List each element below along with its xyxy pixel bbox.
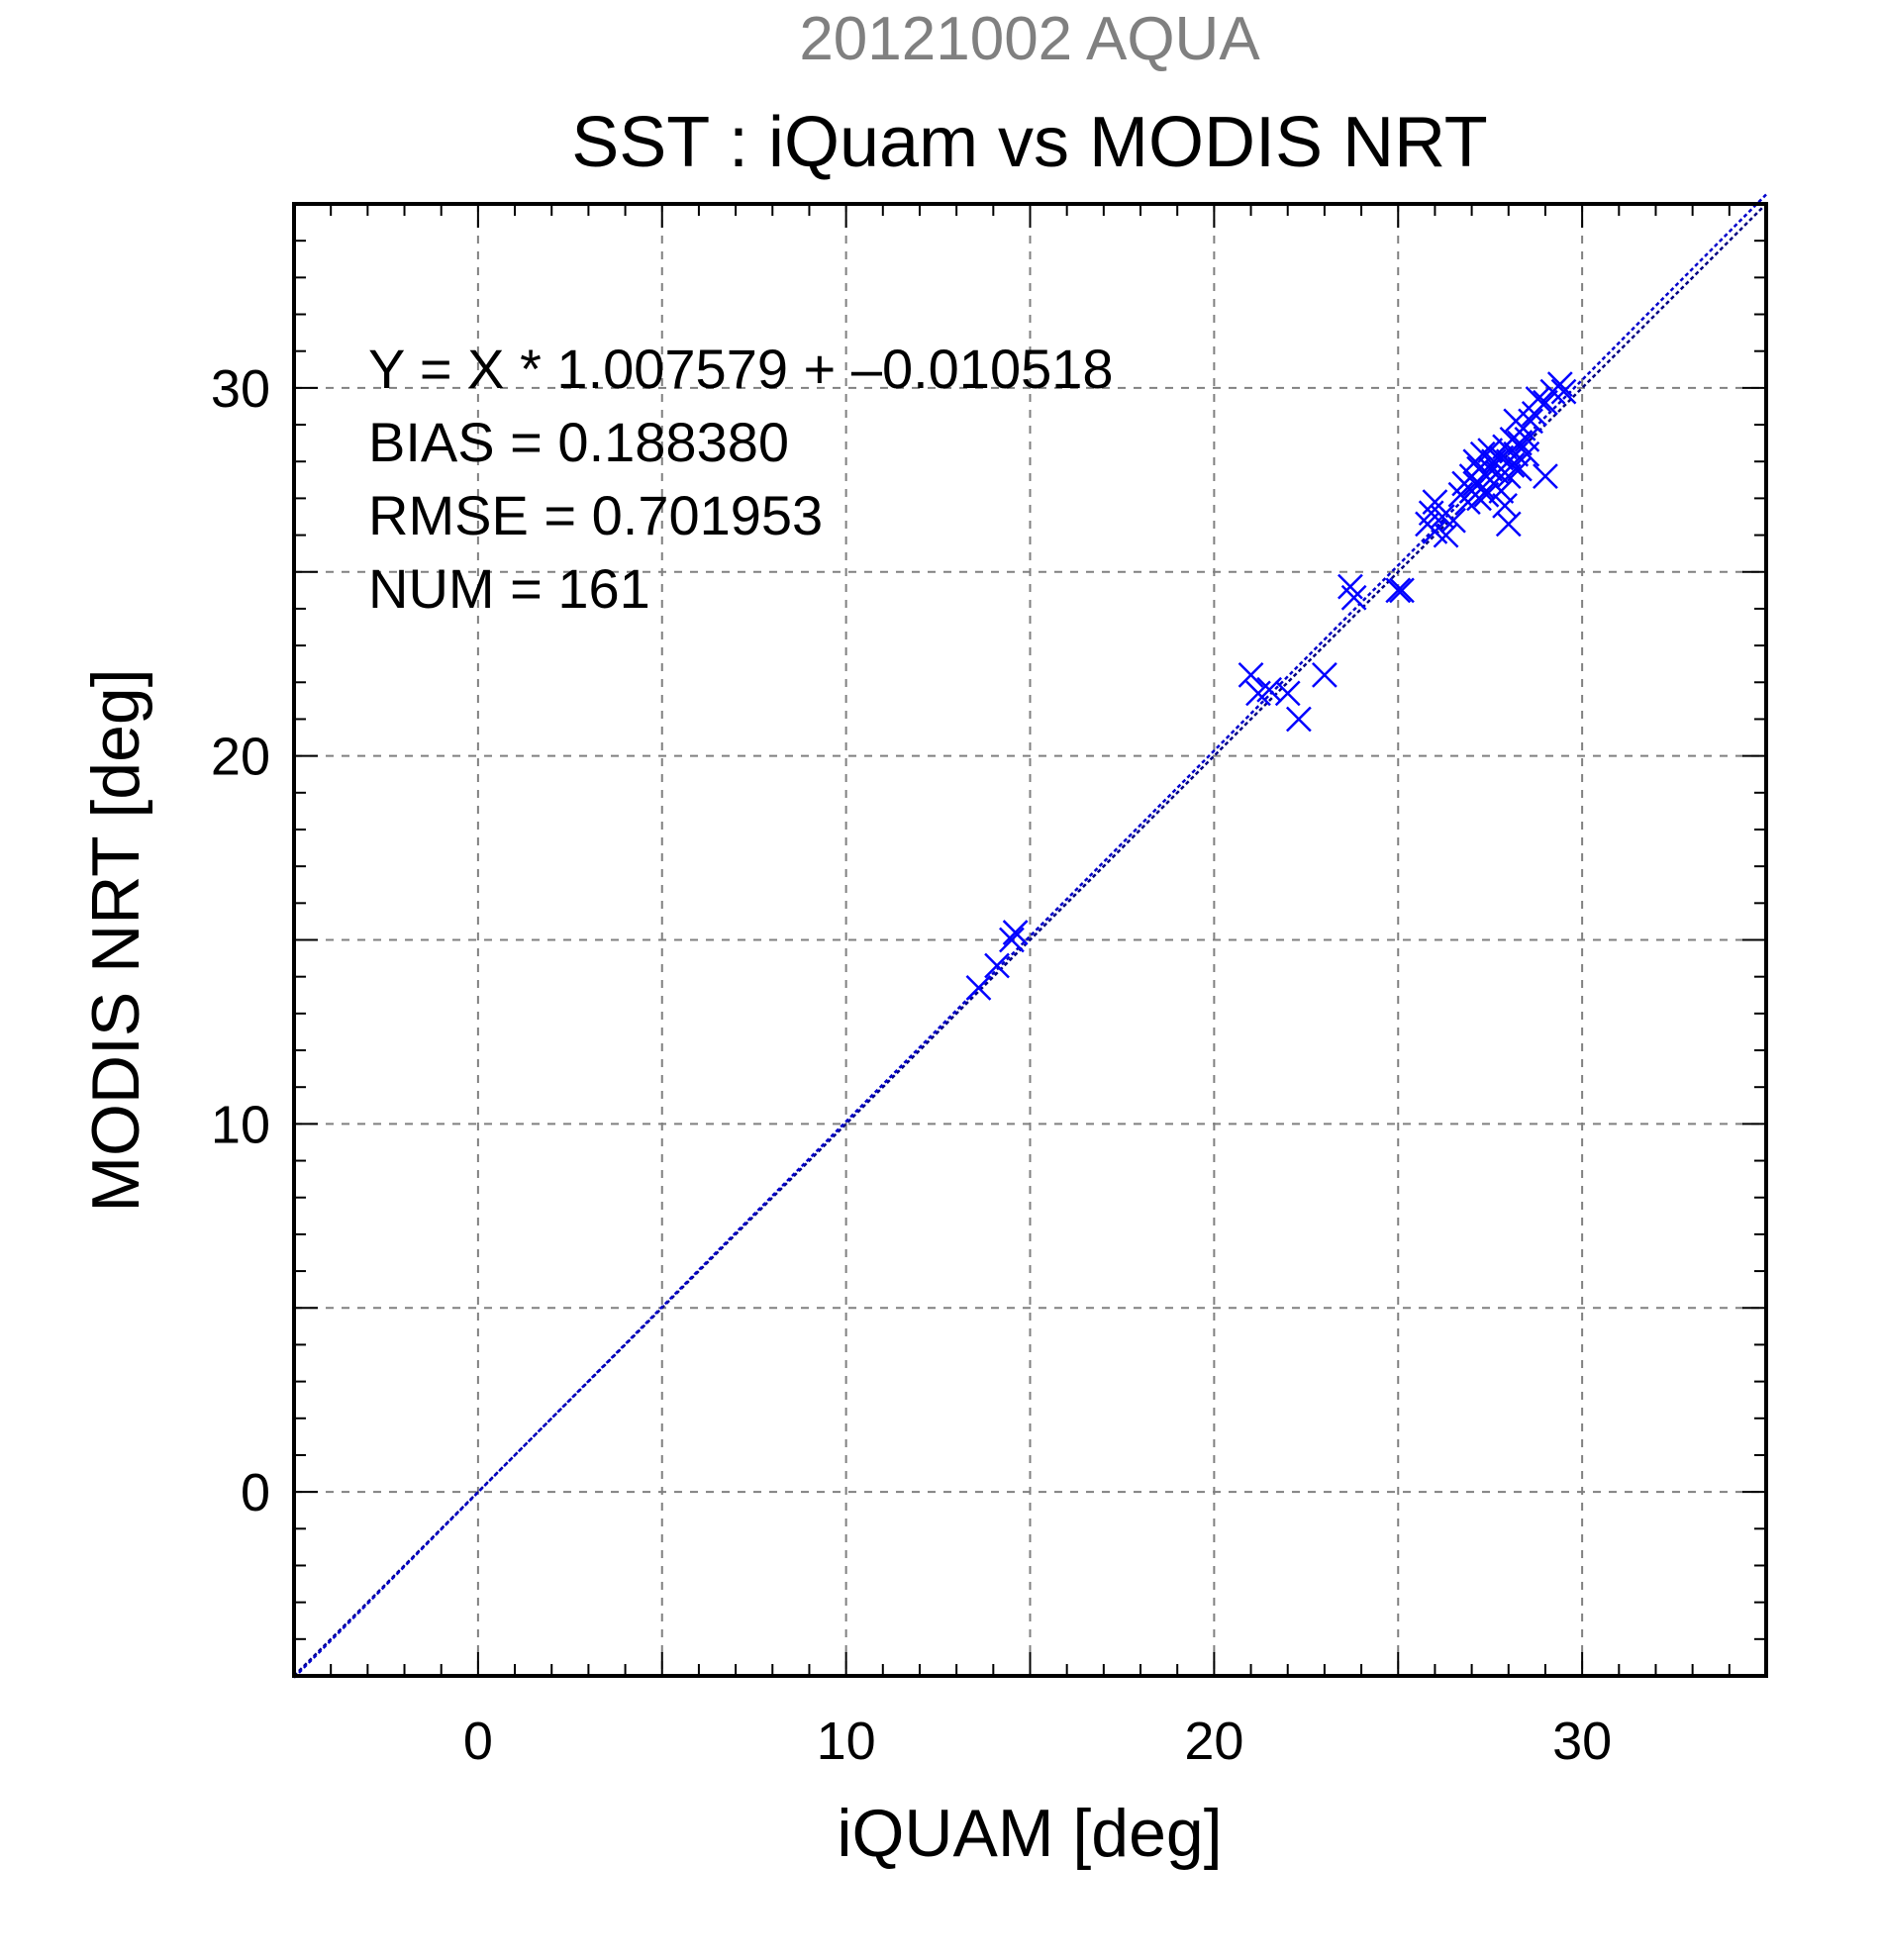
data-point [1440, 507, 1466, 534]
data-point [999, 927, 1025, 953]
data-point [1274, 680, 1301, 707]
data-point [1285, 706, 1312, 733]
x-tick-label: 30 [1552, 1712, 1612, 1771]
data-point [1525, 386, 1551, 412]
fit-equation: Y = X * 1.007579 + ‒0.010518 [368, 338, 1114, 400]
data-point [1533, 463, 1558, 489]
chart-title: 20121002 AQUA [799, 5, 1260, 73]
data-point [1518, 408, 1543, 435]
y-tick-labels: 0 10 20 30 [211, 359, 270, 1522]
stats-annotations: Y = X * 1.007579 + ‒0.010518 BIAS = 0.18… [368, 338, 1114, 620]
x-tick-label: 20 [1184, 1712, 1243, 1771]
grid-lines [294, 204, 1766, 1676]
plot-frame [292, 202, 1768, 1678]
y-tick-label: 10 [211, 1095, 270, 1154]
data-point [984, 952, 1010, 979]
data-point [1473, 481, 1500, 508]
data-point [1433, 522, 1459, 548]
x-axis-label: iQUAM [deg] [837, 1796, 1222, 1871]
data-point [1238, 661, 1264, 688]
rmse-value: RMSE = 0.701953 [368, 484, 823, 546]
x-tick-labels: 0 10 20 30 [463, 1712, 1612, 1771]
data-point [1340, 584, 1367, 611]
data-point [1385, 577, 1412, 604]
chart-subtitle: SST : iQuam vs MODIS NRT [571, 103, 1488, 182]
data-point [965, 974, 992, 1001]
data-point [1507, 430, 1533, 456]
data-point [1507, 455, 1533, 482]
y-tick-label: 0 [241, 1463, 270, 1522]
data-point [1488, 478, 1515, 504]
y-tick-label: 30 [211, 359, 270, 419]
count-value: NUM = 161 [368, 557, 650, 620]
bias-value: BIAS = 0.188380 [368, 411, 789, 473]
data-point [1546, 371, 1573, 398]
x-tick-label: 10 [817, 1712, 876, 1771]
data-point [1550, 378, 1577, 405]
data-point [1533, 389, 1558, 416]
data-point [1312, 661, 1337, 688]
y-axis-label: MODIS NRT [deg] [78, 668, 153, 1212]
data-point [1002, 920, 1029, 945]
x-tick-label: 0 [463, 1712, 493, 1771]
y-tick-label: 20 [211, 728, 270, 787]
data-point [1514, 441, 1540, 467]
data-point [1389, 577, 1415, 604]
data-point [1495, 511, 1522, 538]
data-points [965, 371, 1577, 1001]
